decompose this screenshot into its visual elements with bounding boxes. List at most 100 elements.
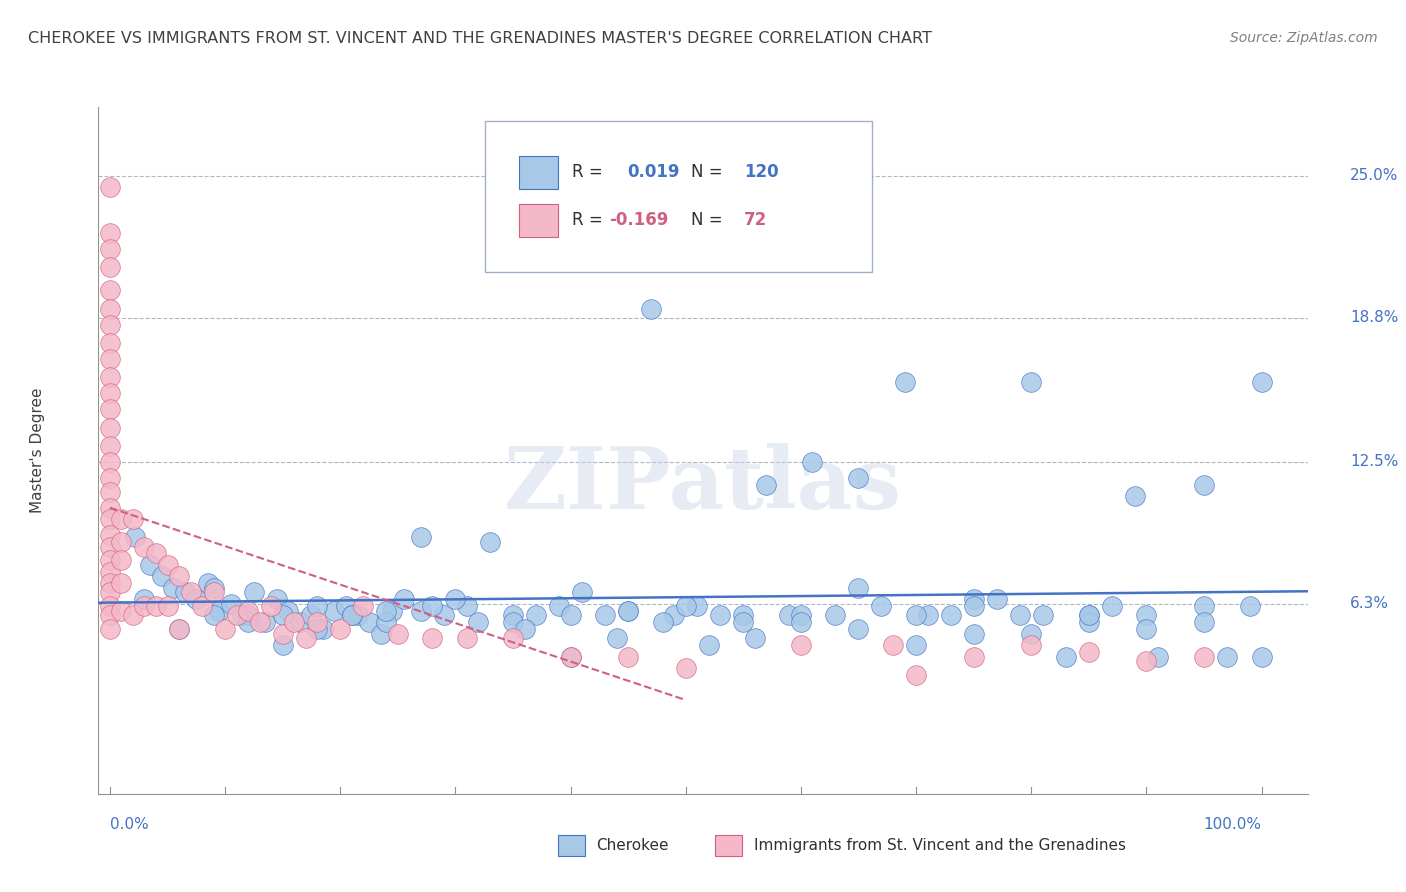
Point <box>323 604 346 618</box>
Point <box>939 608 962 623</box>
Point <box>122 608 145 623</box>
Point <box>675 661 697 675</box>
Point <box>98 484 121 499</box>
Point <box>593 608 616 623</box>
Point <box>98 226 121 240</box>
Point <box>307 599 329 614</box>
Point <box>124 531 146 545</box>
Point <box>277 604 299 618</box>
Point <box>98 402 121 417</box>
Point <box>467 615 489 630</box>
Point <box>110 576 132 591</box>
Point <box>571 585 593 599</box>
Point <box>98 370 121 384</box>
Point <box>145 546 167 561</box>
Point <box>254 615 277 630</box>
Text: CHEROKEE VS IMMIGRANTS FROM ST. VINCENT AND THE GRENADINES MASTER'S DEGREE CORRE: CHEROKEE VS IMMIGRANTS FROM ST. VINCENT … <box>28 31 932 46</box>
Point <box>617 649 640 664</box>
Point <box>733 608 755 623</box>
Point <box>145 599 167 614</box>
Text: 12.5%: 12.5% <box>1350 454 1399 469</box>
Point <box>1019 626 1042 640</box>
Text: N =: N = <box>690 211 723 229</box>
Point <box>1077 608 1099 623</box>
Point <box>709 608 731 623</box>
Point <box>755 478 778 492</box>
Point <box>664 608 686 623</box>
Point <box>134 599 156 614</box>
Point <box>98 351 121 366</box>
Point <box>98 471 121 485</box>
Point <box>98 180 121 194</box>
Text: 120: 120 <box>744 163 779 181</box>
Point <box>197 576 219 591</box>
Point <box>848 622 870 636</box>
Point <box>548 599 571 614</box>
Point <box>478 535 501 549</box>
FancyBboxPatch shape <box>716 835 742 855</box>
Point <box>122 512 145 526</box>
Point <box>456 631 478 645</box>
Text: 0.0%: 0.0% <box>110 817 149 831</box>
Point <box>110 535 132 549</box>
Text: 0.019: 0.019 <box>627 163 679 181</box>
FancyBboxPatch shape <box>519 204 558 237</box>
Point <box>167 622 190 636</box>
Point <box>98 512 121 526</box>
Point <box>422 631 444 645</box>
Point <box>98 540 121 554</box>
Point <box>271 608 294 623</box>
Point <box>905 668 928 682</box>
Point <box>917 608 939 623</box>
Point <box>98 622 121 636</box>
Point <box>110 604 132 618</box>
Point <box>202 608 225 623</box>
Point <box>790 615 813 630</box>
Point <box>801 455 824 469</box>
Point <box>1250 649 1272 664</box>
Point <box>986 592 1008 607</box>
FancyBboxPatch shape <box>558 835 585 855</box>
Point <box>502 608 524 623</box>
Point <box>1077 645 1099 659</box>
Point <box>191 599 214 614</box>
Point <box>790 638 813 652</box>
Point <box>1216 649 1239 664</box>
Point <box>456 599 478 614</box>
Point <box>307 615 329 630</box>
Point <box>283 615 305 630</box>
Point <box>387 626 409 640</box>
Point <box>340 608 363 623</box>
Text: 72: 72 <box>744 211 768 229</box>
Point <box>381 604 404 618</box>
Point <box>134 592 156 607</box>
Point <box>905 608 928 623</box>
Point <box>312 622 335 636</box>
Point <box>110 512 132 526</box>
Point <box>294 631 316 645</box>
Point <box>301 608 323 623</box>
Point <box>98 585 121 599</box>
Point <box>1250 375 1272 389</box>
Point <box>1147 649 1170 664</box>
Point <box>392 592 415 607</box>
Point <box>357 615 380 630</box>
Point <box>1101 599 1123 614</box>
Point <box>1123 489 1146 503</box>
Point <box>271 638 294 652</box>
Point <box>98 318 121 332</box>
Point <box>617 604 640 618</box>
Point <box>307 622 329 636</box>
Point <box>162 581 184 595</box>
Point <box>249 615 271 630</box>
Point <box>98 608 121 623</box>
Point <box>236 608 259 623</box>
Point <box>352 599 374 614</box>
Point <box>640 301 662 316</box>
Point <box>208 604 231 618</box>
Point <box>98 565 121 579</box>
Point <box>186 592 208 607</box>
Point <box>524 608 547 623</box>
Point <box>236 615 259 630</box>
Point <box>98 420 121 434</box>
